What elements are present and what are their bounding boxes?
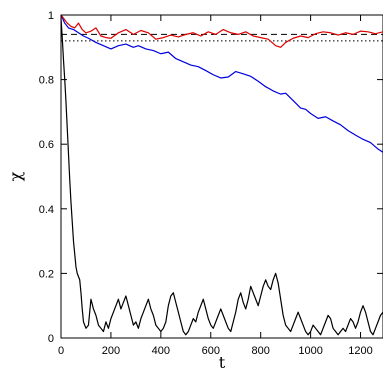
x-tick-label: 1200	[348, 345, 372, 357]
y-tick-label: 0.6	[39, 139, 54, 151]
plot-area	[60, 14, 383, 339]
x-tick-label: 200	[102, 345, 120, 357]
series-line-1	[60, 14, 383, 153]
x-tick-label: 400	[152, 345, 170, 357]
x-tick-label: 800	[252, 345, 270, 357]
y-tick-label: 0	[48, 333, 54, 345]
y-tick-label: 1	[48, 10, 54, 22]
series-line-3	[60, 18, 383, 336]
x-tick-label: 1000	[298, 345, 322, 357]
y-tick-label: 0.8	[39, 75, 54, 87]
axis-ticks: 0 200 400 600 800 1000 1200 0 0.2 0.4 0.6 0.8 1	[39, 10, 383, 357]
x-axis-label: t	[219, 353, 226, 372]
y-tick-label: 0.2	[39, 268, 54, 280]
x-tick-label: 600	[202, 345, 220, 357]
reference-lines	[61, 33, 383, 42]
y-tick-label: 0.4	[39, 204, 54, 216]
y-axis-label: χ	[6, 171, 25, 181]
series-line-2	[60, 14, 383, 48]
x-tick-label: 0	[58, 345, 64, 357]
series-layer	[60, 14, 383, 336]
plot-frame	[60, 14, 383, 339]
